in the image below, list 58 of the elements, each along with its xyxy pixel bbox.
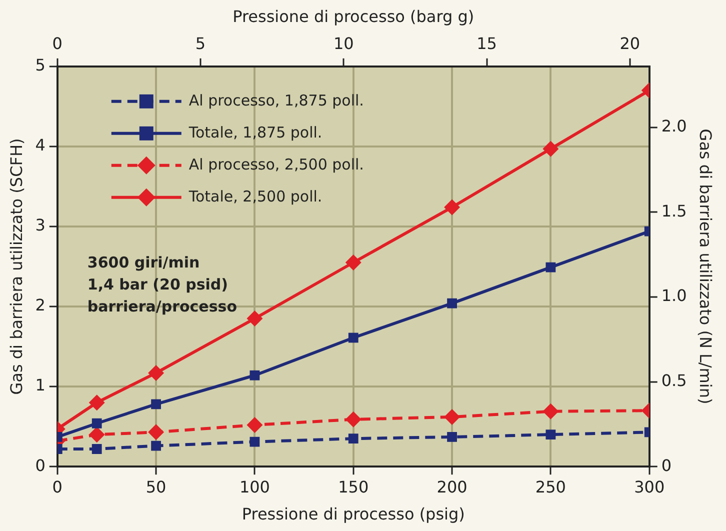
annotation: 1,4 bar (20 psid)	[87, 275, 228, 294]
y2-tick-label: 1.0	[661, 286, 687, 306]
x-tick-label: 0	[52, 477, 62, 496]
y-axis-title: Gas di barriera utilizzato (SCFH)	[6, 138, 26, 395]
point	[447, 298, 457, 308]
x2-tick-label: 5	[195, 34, 206, 53]
point	[250, 436, 260, 447]
annotation: barriera/processo	[87, 297, 238, 316]
y-tick-label: 2	[35, 296, 46, 315]
point	[348, 434, 358, 444]
legend-label: Al processo, 1,875 poll.	[188, 91, 364, 110]
point	[546, 430, 556, 440]
x2-tick-label: 10	[333, 34, 354, 53]
x-tick-label: 150	[338, 477, 369, 496]
point	[88, 426, 105, 443]
point	[92, 444, 102, 454]
point	[542, 140, 559, 157]
point	[151, 440, 161, 451]
point	[444, 408, 460, 425]
x2-tick-label: 0	[52, 34, 62, 53]
legend-label: Totale, 1,875 poll.	[188, 123, 322, 142]
point	[88, 394, 105, 411]
point	[348, 332, 358, 343]
y2-tick-label: 0.5	[661, 370, 687, 390]
point	[92, 418, 102, 428]
y2-tick-label: 2.0	[661, 116, 687, 136]
x2-tick-label: 20	[620, 34, 640, 53]
y2-axis-title: Gas di barriera utilizzato (N L/min)	[696, 128, 716, 404]
x-tick-label: 50	[146, 477, 166, 496]
point	[345, 411, 362, 428]
point	[246, 416, 263, 433]
point	[444, 199, 460, 216]
point	[546, 262, 556, 272]
point	[250, 370, 260, 380]
x2-axis-title: Pressione di processo (barg g)	[232, 6, 474, 26]
point	[148, 364, 164, 381]
point	[542, 403, 559, 420]
y2-tick-label: 1.5	[661, 201, 687, 220]
y-tick-label: 0	[35, 456, 46, 475]
point	[148, 424, 164, 440]
legend-label: Totale, 2,500 poll.	[188, 187, 322, 206]
x-tick-label: 100	[239, 477, 270, 496]
x-tick-label: 200	[436, 477, 468, 496]
x-axis-title: Pressione di processo (psig)	[242, 504, 465, 524]
point	[447, 432, 457, 442]
y-tick-label: 4	[35, 136, 46, 155]
x2-tick-label: 15	[476, 34, 497, 53]
y-tick-label: 3	[35, 216, 46, 235]
annotation: 3600 giri/min	[87, 253, 200, 272]
point	[151, 399, 161, 410]
y-tick-label: 1	[35, 376, 46, 395]
point	[345, 254, 362, 270]
y-tick-label: 5	[35, 56, 46, 75]
x-tick-label: 300	[634, 477, 665, 496]
legend-label: Al processo, 2,500 poll.	[188, 155, 364, 174]
point	[246, 310, 263, 327]
y2-tick-label: 0	[661, 456, 672, 475]
x-tick-label: 250	[535, 477, 566, 496]
